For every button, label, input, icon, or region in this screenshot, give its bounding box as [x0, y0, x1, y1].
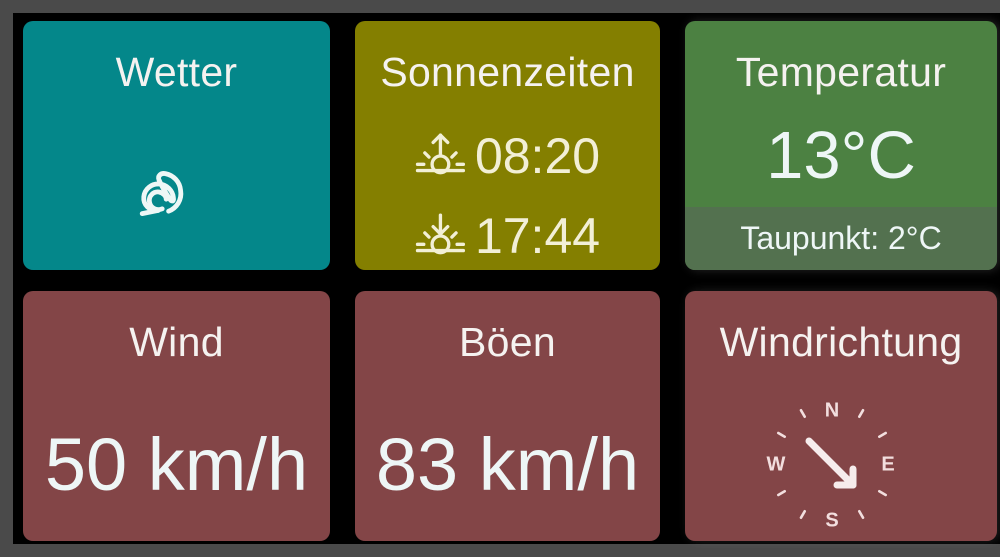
svg-text:E: E [881, 453, 894, 475]
svg-text:S: S [825, 509, 838, 531]
svg-text:N: N [825, 399, 839, 421]
svg-text:W: W [767, 453, 786, 475]
